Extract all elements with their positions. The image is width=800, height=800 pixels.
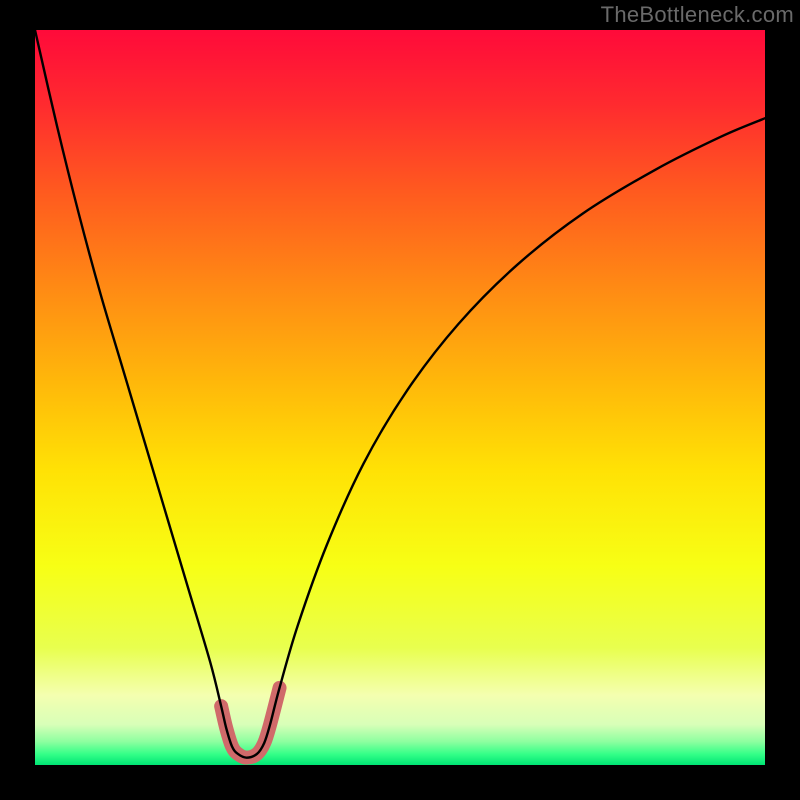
bottleneck-chart	[0, 0, 800, 800]
plot-background	[35, 30, 765, 765]
chart-container: TheBottleneck.com	[0, 0, 800, 800]
watermark-text: TheBottleneck.com	[601, 2, 794, 28]
